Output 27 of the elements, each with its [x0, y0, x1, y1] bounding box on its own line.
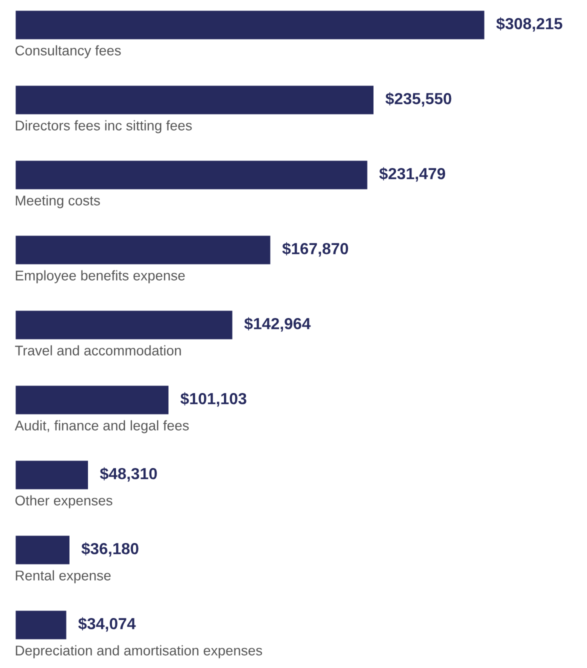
bar: [15, 309, 234, 341]
data-label: $235,550: [386, 92, 452, 107]
y-tick-label: Rental expense: [16, 570, 111, 584]
data-label: $48,310: [100, 467, 157, 482]
bar: [15, 9, 486, 41]
bar: [15, 159, 369, 191]
y-tick-label: Directors fees inc sitting fees: [16, 120, 192, 134]
y-tick-label: Meeting costs: [16, 195, 100, 208]
data-label: $167,870: [282, 242, 348, 257]
data-label: $34,074: [78, 617, 136, 632]
data-label: $231,479: [379, 167, 446, 182]
y-tick-label: Depreciation and amortisation expenses: [16, 645, 262, 658]
y-tick-label: Consultancy fees: [15, 45, 121, 58]
bar: [15, 234, 272, 266]
data-label: $101,103: [180, 392, 246, 407]
data-label: $36,180: [81, 542, 138, 557]
y-tick-label: Audit, finance and legal fees: [14, 420, 189, 434]
data-label: $308,215: [496, 17, 562, 32]
bar: [15, 84, 375, 116]
bar: [15, 534, 71, 566]
bar: [15, 459, 90, 491]
bar: [15, 384, 170, 416]
data-label: $142,964: [244, 317, 311, 332]
y-tick-label: Employee benefits expense: [16, 270, 185, 284]
bar: [15, 609, 68, 641]
y-tick-label: Travel and accommodation: [15, 345, 181, 356]
y-tick-label: Other expenses: [15, 495, 112, 508]
